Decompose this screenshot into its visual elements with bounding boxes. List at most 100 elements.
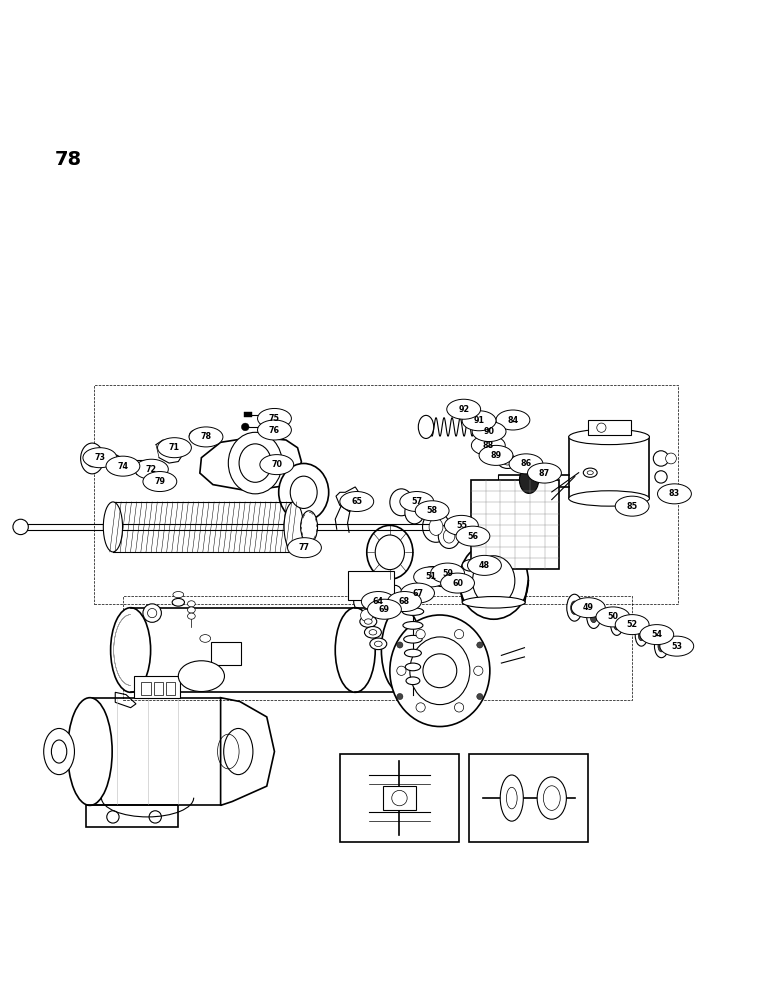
Ellipse shape (429, 518, 443, 535)
Ellipse shape (402, 608, 424, 615)
Ellipse shape (188, 601, 195, 607)
Ellipse shape (224, 728, 253, 775)
Text: 57: 57 (411, 497, 422, 506)
Circle shape (416, 630, 425, 639)
Ellipse shape (509, 454, 543, 474)
Ellipse shape (422, 512, 449, 542)
Ellipse shape (468, 555, 501, 575)
Ellipse shape (189, 427, 223, 447)
Text: 48: 48 (479, 561, 490, 570)
Ellipse shape (200, 635, 211, 642)
Circle shape (423, 654, 457, 688)
Text: 92: 92 (458, 405, 469, 414)
Ellipse shape (503, 458, 512, 465)
Circle shape (597, 423, 606, 432)
Bar (340, 754, 459, 842)
Bar (136, 460, 153, 474)
Ellipse shape (188, 613, 195, 619)
Text: 79: 79 (154, 477, 165, 486)
Circle shape (416, 703, 425, 712)
Text: 67: 67 (412, 589, 423, 598)
Ellipse shape (459, 542, 528, 619)
Circle shape (477, 693, 483, 700)
Ellipse shape (335, 608, 375, 692)
Bar (154, 682, 163, 695)
Ellipse shape (443, 529, 455, 543)
Ellipse shape (418, 415, 434, 438)
Ellipse shape (86, 450, 98, 467)
Circle shape (107, 811, 119, 823)
Circle shape (455, 630, 464, 639)
Ellipse shape (134, 459, 168, 479)
Ellipse shape (500, 775, 523, 821)
Ellipse shape (360, 616, 377, 627)
Ellipse shape (80, 443, 103, 474)
Ellipse shape (660, 636, 694, 656)
Ellipse shape (479, 445, 513, 465)
Text: 84: 84 (507, 416, 519, 425)
Ellipse shape (367, 599, 401, 619)
Text: 71: 71 (169, 443, 180, 452)
Ellipse shape (107, 455, 123, 474)
Text: 78: 78 (201, 432, 212, 441)
Bar (471, 480, 560, 569)
Circle shape (147, 608, 157, 618)
Ellipse shape (537, 777, 567, 819)
Text: 68: 68 (399, 597, 410, 606)
Text: 74: 74 (117, 462, 128, 471)
Circle shape (242, 423, 249, 431)
Ellipse shape (434, 577, 449, 587)
Ellipse shape (111, 460, 119, 470)
Circle shape (147, 478, 156, 487)
Ellipse shape (67, 698, 112, 805)
Ellipse shape (415, 501, 449, 521)
Ellipse shape (438, 524, 460, 548)
Ellipse shape (506, 787, 517, 809)
Text: 50: 50 (608, 612, 618, 621)
Ellipse shape (401, 583, 435, 603)
Text: 78: 78 (56, 150, 83, 169)
Ellipse shape (543, 786, 560, 810)
Ellipse shape (635, 625, 648, 646)
Text: 85: 85 (627, 502, 638, 511)
Ellipse shape (567, 594, 582, 621)
Ellipse shape (431, 563, 465, 583)
Ellipse shape (462, 560, 479, 571)
Ellipse shape (388, 585, 402, 602)
Ellipse shape (445, 515, 479, 535)
Ellipse shape (614, 619, 620, 630)
Bar (211, 642, 242, 665)
Ellipse shape (410, 637, 470, 705)
Ellipse shape (520, 467, 539, 493)
Ellipse shape (591, 611, 598, 623)
Ellipse shape (404, 635, 422, 643)
Bar (166, 682, 175, 695)
Bar (245, 412, 252, 417)
Ellipse shape (381, 608, 422, 692)
Bar (141, 682, 151, 695)
Ellipse shape (388, 592, 422, 612)
Ellipse shape (143, 472, 177, 492)
Circle shape (474, 666, 483, 675)
Circle shape (391, 790, 407, 806)
Circle shape (397, 666, 406, 675)
Circle shape (653, 451, 669, 466)
Ellipse shape (110, 608, 151, 692)
Text: 83: 83 (669, 489, 680, 498)
Ellipse shape (103, 502, 123, 552)
Circle shape (361, 609, 373, 622)
Ellipse shape (447, 399, 481, 419)
Bar (569, 437, 649, 498)
Ellipse shape (405, 663, 421, 671)
Text: 49: 49 (583, 603, 594, 612)
Bar (347, 571, 394, 600)
Ellipse shape (157, 438, 191, 458)
Circle shape (455, 703, 464, 712)
Text: 51: 51 (425, 572, 436, 581)
Ellipse shape (172, 598, 185, 606)
Ellipse shape (300, 511, 317, 543)
Ellipse shape (361, 592, 395, 612)
Text: 54: 54 (652, 630, 662, 639)
Ellipse shape (615, 615, 649, 635)
Circle shape (477, 642, 483, 648)
